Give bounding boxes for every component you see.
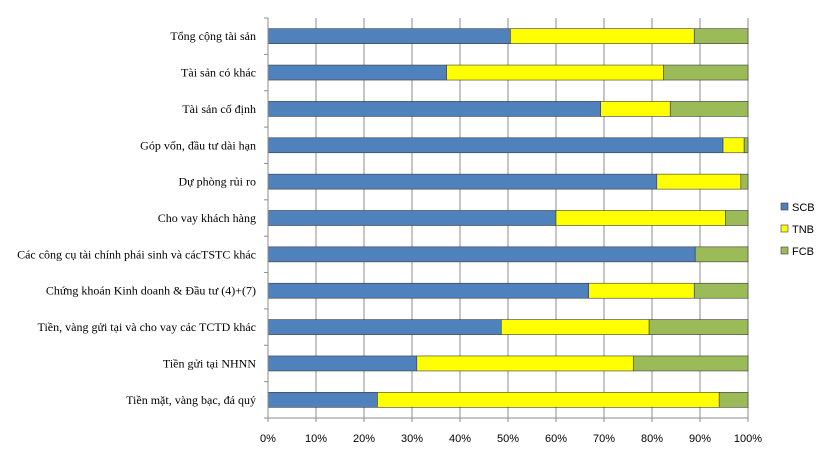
bar-segment-scb [267, 137, 724, 154]
x-tick-label: 50% [497, 433, 519, 445]
bar-segment-scb [267, 210, 557, 226]
category-label: Tài sản cố định [182, 102, 256, 116]
x-tick-label: 0% [260, 433, 276, 445]
category-label: Chứng khoán Kinh doanh & Đầu tư (4)+(7) [46, 284, 256, 298]
bar-segment-tnb [377, 392, 720, 408]
x-tick-label: 70% [593, 433, 615, 445]
bar-segment-fcb [669, 101, 749, 117]
bar-segment-fcb [694, 246, 749, 263]
bar-segment-scb [267, 355, 418, 372]
bar-segment-scb [267, 28, 511, 44]
bar-segment-scb [267, 282, 589, 299]
category-label: Các công cụ tài chính phái sinh và cácTS… [17, 247, 256, 261]
bar-segment-scb [267, 173, 658, 190]
x-tick-label: 30% [401, 433, 423, 445]
x-tick-label: 40% [449, 433, 471, 445]
legend-label-scb: SCB [792, 202, 815, 214]
bar-segment-fcb [725, 210, 749, 226]
x-tick-label: 10% [305, 433, 327, 445]
x-tick-label: 90% [689, 433, 711, 445]
axes [264, 17, 749, 422]
legend-swatch-fcb [780, 246, 789, 255]
bar-segment-tnb [500, 319, 650, 335]
bar-segment-tnb [555, 210, 726, 226]
legend[interactable]: SCB TNB FCB [780, 202, 815, 258]
bar-segment-fcb [663, 64, 749, 81]
x-tick-label: 100% [734, 433, 762, 445]
bar-segment-scb [267, 101, 601, 117]
x-tick-label: 20% [353, 433, 375, 445]
x-tick-label: 60% [545, 433, 567, 445]
bar-segment-scb [267, 64, 447, 81]
bar-segment-tnb [722, 137, 745, 154]
bar-segment-fcb [648, 319, 749, 335]
category-label: Cho vay khách hàng [158, 211, 256, 225]
bar-segment-tnb [510, 28, 695, 44]
x-tick-labels: 0% 10% 20% 30% 40% 50% 60% 70% 80% 90% 100% [260, 433, 762, 445]
bar-segment-scb [267, 392, 378, 408]
bar-segment-fcb [693, 282, 749, 299]
category-label: Tổng cộng tài sản [170, 29, 256, 43]
bar-segment-tnb [446, 64, 664, 81]
category-label: Dự phòng rủi ro [179, 175, 257, 189]
bar-segment-fcb [632, 355, 749, 372]
category-labels: Tổng cộng tài sản Tài sản có khác Tài sản … [17, 29, 256, 407]
bar-segment-fcb [718, 392, 749, 408]
legend-label-tnb: TNB [792, 224, 814, 236]
category-label: Tài sản có khác [181, 66, 256, 80]
bar-segment-scb [267, 246, 696, 263]
bar-segment-fcb [693, 28, 749, 44]
category-label: Tiền gửi tại NHNN [163, 356, 256, 370]
bar-segment-tnb [416, 355, 634, 372]
bar-segment-fcb [740, 173, 749, 190]
legend-label-fcb: FCB [792, 246, 814, 258]
legend-swatch-scb [780, 202, 789, 211]
bar-segment-tnb [600, 101, 671, 117]
category-label: Tiền mặt, vàng bạc, đá quý [126, 393, 256, 407]
bars [267, 28, 749, 408]
bar-segment-fcb [743, 137, 749, 154]
x-tick-label: 80% [641, 433, 663, 445]
bar-segment-tnb [656, 173, 742, 190]
legend-swatch-tnb [780, 224, 789, 233]
category-label: Tiền, vàng gửi tại và cho vay các TCTD k… [38, 320, 256, 334]
category-label: Góp vốn, đầu tư dài hạn [140, 138, 256, 152]
bar-segment-scb [267, 319, 502, 335]
bar-segment-tnb [588, 282, 695, 299]
